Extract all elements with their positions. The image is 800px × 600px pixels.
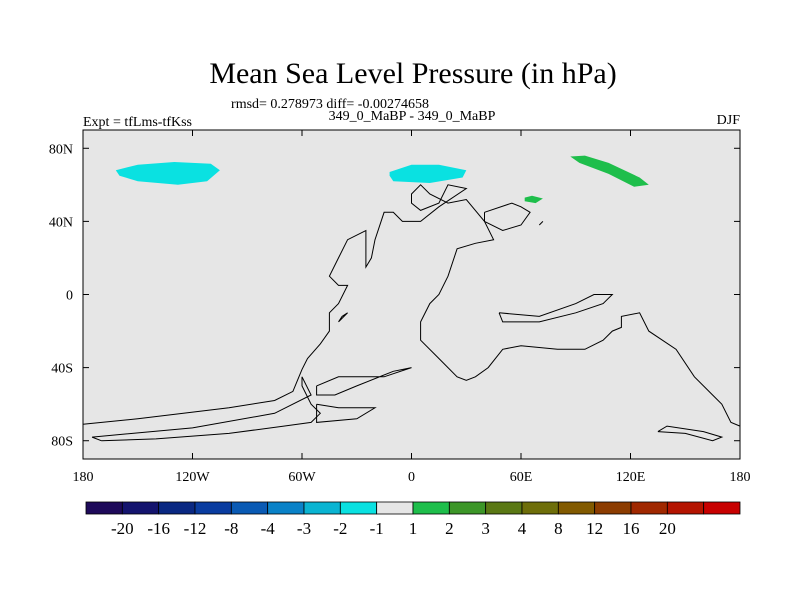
coastline-5	[498, 294, 614, 323]
colorbar-swatch-1	[121, 501, 160, 515]
colorbar-swatch-9	[412, 501, 450, 515]
colorbar-swatch-14	[594, 501, 632, 515]
chart-title: Mean Sea Level Pressure (in hPa)	[209, 57, 616, 90]
colorbar-swatch-16	[666, 501, 705, 515]
y-tick-label-3: 40S	[51, 362, 73, 377]
colorbar-label-6: -2	[333, 519, 347, 538]
x-axis-ticks: 180 120W 60W 0 60E 120E 180	[73, 130, 751, 485]
colorbar-swatch-12	[521, 501, 559, 515]
coastline-3	[316, 403, 377, 423]
coastline-6	[484, 202, 531, 232]
stats-text: rmsd= 0.278973 diff= -0.00274658	[231, 97, 429, 112]
colorbar-swatch-17	[703, 501, 741, 515]
coastline-7	[538, 221, 544, 226]
coastline-1	[91, 376, 322, 442]
coastlines	[82, 184, 741, 442]
experiment-text: Expt = tfLms-tfKss	[83, 115, 192, 130]
colorbar-swatch-5	[267, 501, 305, 515]
x-tick-label-3: 0	[408, 470, 415, 485]
anomaly-region-north-pacific-negative	[115, 162, 220, 185]
x-tick-label-4: 60E	[510, 470, 533, 485]
colorbar-swatch-6	[303, 501, 341, 515]
colorbar: -20 -16 -12 -8 -4 -3 -2 -1 1 2 3 4 8 12 16 20	[85, 501, 741, 538]
y-tick-label-4: 80S	[51, 435, 73, 450]
colorbar-label-1: -16	[147, 519, 170, 538]
colorbar-swatch-11	[485, 501, 523, 515]
x-tick-label-2: 60W	[288, 470, 316, 485]
colorbar-label-7: -1	[370, 519, 384, 538]
colorbar-swatch-2	[158, 501, 196, 515]
y-axis-ticks: 80N 40N 0 40S 80S	[49, 142, 740, 450]
colorbar-swatch-0	[85, 501, 123, 515]
x-tick-label-5: 120E	[616, 470, 646, 485]
y-tick-label-0: 80N	[49, 142, 73, 157]
colorbar-label-8: 1	[409, 519, 418, 538]
anomaly-region-north-atlantic-negative	[389, 164, 467, 183]
colorbar-swatch-7	[339, 501, 378, 515]
coastline-0	[82, 184, 741, 427]
comparison-text: 349_0_MaBP - 349_0_MaBP	[329, 109, 496, 124]
colorbar-label-12: 8	[554, 519, 563, 538]
coastline-4	[338, 312, 348, 323]
colorbar-swatch-15	[630, 501, 668, 515]
season-text: DJF	[717, 113, 741, 128]
coastline-2	[316, 367, 412, 396]
y-tick-label-1: 40N	[49, 215, 73, 230]
colorbar-label-2: -12	[184, 519, 207, 538]
colorbar-swatch-13	[557, 501, 596, 515]
colorbar-swatch-10	[448, 501, 487, 515]
anomaly-regions	[115, 155, 649, 204]
x-tick-label-1: 120W	[175, 470, 210, 485]
colorbar-label-5: -3	[297, 519, 311, 538]
map-plot: 180 120W 60W 0 60E 120E 180 80N 40N 0 40S 80S	[49, 129, 751, 485]
x-tick-label-6: 180	[730, 470, 751, 485]
anomaly-region-siberia-positive	[570, 155, 649, 187]
coastline-8	[657, 425, 724, 442]
colorbar-swatch-3	[194, 501, 232, 515]
y-tick-label-2: 0	[66, 289, 73, 304]
colorbar-label-3: -8	[224, 519, 238, 538]
colorbar-label-13: 12	[586, 519, 603, 538]
colorbar-label-11: 4	[518, 519, 527, 538]
colorbar-label-4: -4	[261, 519, 276, 538]
anomaly-region-central-asia-positive	[524, 195, 543, 204]
colorbar-label-0: -20	[111, 519, 134, 538]
colorbar-label-9: 2	[445, 519, 454, 538]
colorbar-swatch-4	[230, 501, 269, 515]
colorbar-label-15: 20	[659, 519, 676, 538]
colorbar-swatch-8	[376, 501, 414, 515]
x-tick-label-0: 180	[73, 470, 94, 485]
colorbar-label-10: 3	[481, 519, 490, 538]
colorbar-label-14: 16	[623, 519, 640, 538]
